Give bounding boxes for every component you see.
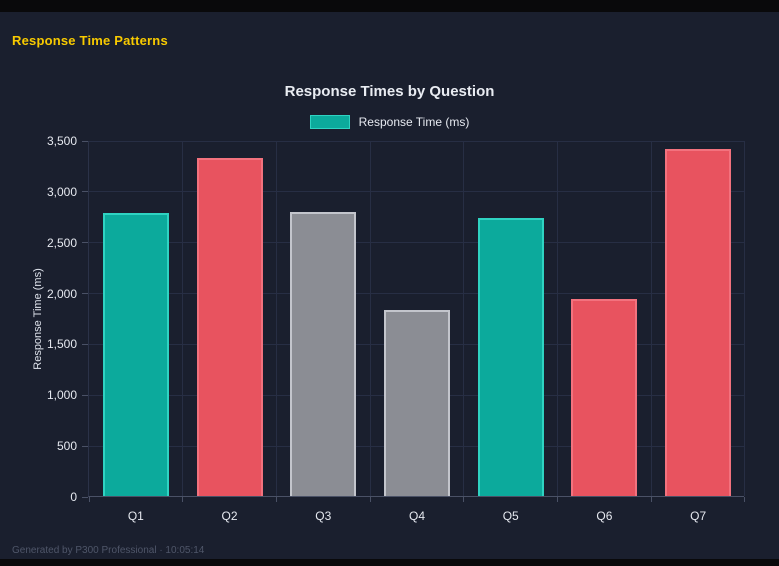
y-tick-mark [82,140,88,142]
y-gridline [89,293,744,295]
y-gridline [89,140,744,142]
y-tick-mark [82,191,88,193]
x-tick-mark [182,497,184,502]
y-tick-label: 0 [70,490,77,504]
y-tick-mark [82,496,88,498]
y-tick-label: 2,000 [46,286,77,301]
window-top-strip [0,0,779,12]
x-tick-mark [369,497,371,502]
y-tick-label: 1,000 [46,388,77,403]
chart-legend: Response Time (ms) [0,115,779,129]
x-gridline [463,141,465,496]
x-gridline [743,141,745,496]
x-label-q1: Q1 [127,509,144,523]
y-axis-title: Response Time (ms) [32,268,44,370]
x-label-q4: Q4 [408,509,425,523]
y-tick-mark [82,293,88,295]
bar-q4 [384,309,450,496]
x-tick-mark [463,497,465,502]
window-bottom-strip [0,559,779,566]
legend-item-response-time[interactable]: Response Time (ms) [309,115,470,129]
x-tick-mark [557,497,559,502]
y-tick-mark [82,343,88,345]
bar-q1 [102,213,169,496]
x-tick-mark [650,497,652,502]
bar-q6 [571,298,638,496]
x-tick-mark [88,497,90,502]
plot-area: 0 500 1,000 1,500 2,000 2,500 3,000 3,500 Q1 Q2 Q3… [47,134,745,523]
x-gridline [182,141,184,496]
y-tick-label: 2,500 [46,235,77,250]
x-label-q2: Q2 [221,509,238,523]
y-tick-mark [82,394,88,396]
x-tick-mark [275,497,277,502]
x-gridline [557,141,559,496]
x-label-q7: Q7 [690,509,707,523]
x-label-q5: Q5 [502,509,519,523]
x-label-q6: Q6 [596,509,613,523]
footer-status-text: Generated by P300 Professional · 10:05:1… [12,545,205,556]
y-tick-label: 3,000 [46,184,77,199]
x-gridline [275,141,277,496]
x-tick-mark [743,497,745,502]
legend-swatch-icon [309,115,350,129]
chart-title: Response Times by Question [284,83,495,100]
y-tick-label: 3,500 [46,134,77,148]
y-tick-label: 1,500 [46,337,77,352]
x-label-q3: Q3 [315,509,332,523]
bar-q3 [290,212,357,496]
y-gridline [89,191,744,193]
bar-q2 [196,158,263,496]
page-title: Response Time Patterns [12,33,168,48]
bar-q5 [477,218,544,496]
bar-q7 [665,149,732,496]
y-gridline [89,242,744,244]
legend-label: Response Time (ms) [358,115,470,129]
x-gridline [369,141,371,496]
x-gridline [650,141,652,496]
y-tick-mark [82,445,88,447]
y-tick-mark [82,242,88,244]
y-tick-label: 500 [56,439,77,454]
